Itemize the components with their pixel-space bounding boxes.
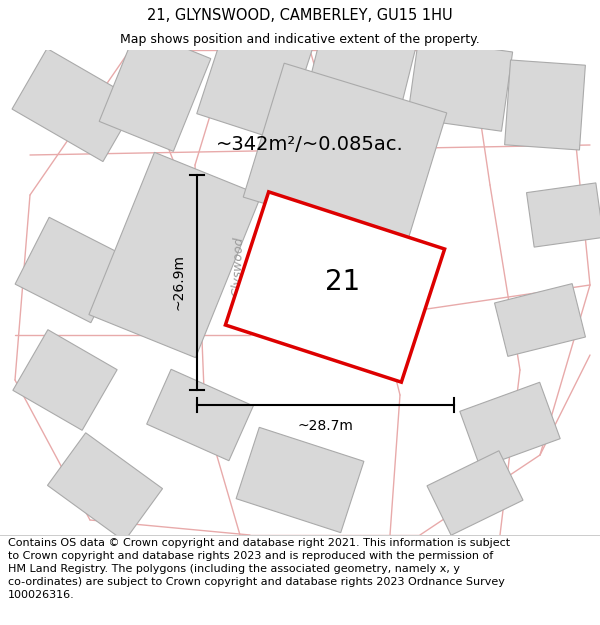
Text: ~26.9m: ~26.9m (172, 254, 186, 311)
Polygon shape (13, 330, 117, 430)
Polygon shape (427, 451, 523, 535)
Text: Map shows position and indicative extent of the property.: Map shows position and indicative extent… (120, 32, 480, 46)
Text: 21, GLYNSWOOD, CAMBERLEY, GU15 1HU: 21, GLYNSWOOD, CAMBERLEY, GU15 1HU (147, 8, 453, 22)
Polygon shape (226, 192, 445, 382)
Polygon shape (236, 428, 364, 532)
Polygon shape (146, 369, 253, 461)
Polygon shape (460, 382, 560, 468)
Polygon shape (243, 63, 447, 247)
Polygon shape (89, 152, 261, 358)
Polygon shape (527, 183, 600, 247)
Polygon shape (47, 432, 163, 541)
Text: ~28.7m: ~28.7m (298, 419, 353, 433)
Polygon shape (304, 22, 416, 127)
Polygon shape (15, 217, 125, 322)
Polygon shape (12, 49, 138, 161)
Text: 21: 21 (325, 268, 361, 296)
Polygon shape (505, 60, 586, 150)
Polygon shape (407, 39, 512, 131)
Text: Glyswood: Glyswood (230, 237, 245, 298)
Text: Contains OS data © Crown copyright and database right 2021. This information is : Contains OS data © Crown copyright and d… (8, 538, 510, 601)
Text: ~342m²/~0.085ac.: ~342m²/~0.085ac. (216, 136, 404, 154)
Polygon shape (494, 284, 586, 356)
Polygon shape (197, 19, 313, 141)
Polygon shape (99, 29, 211, 151)
